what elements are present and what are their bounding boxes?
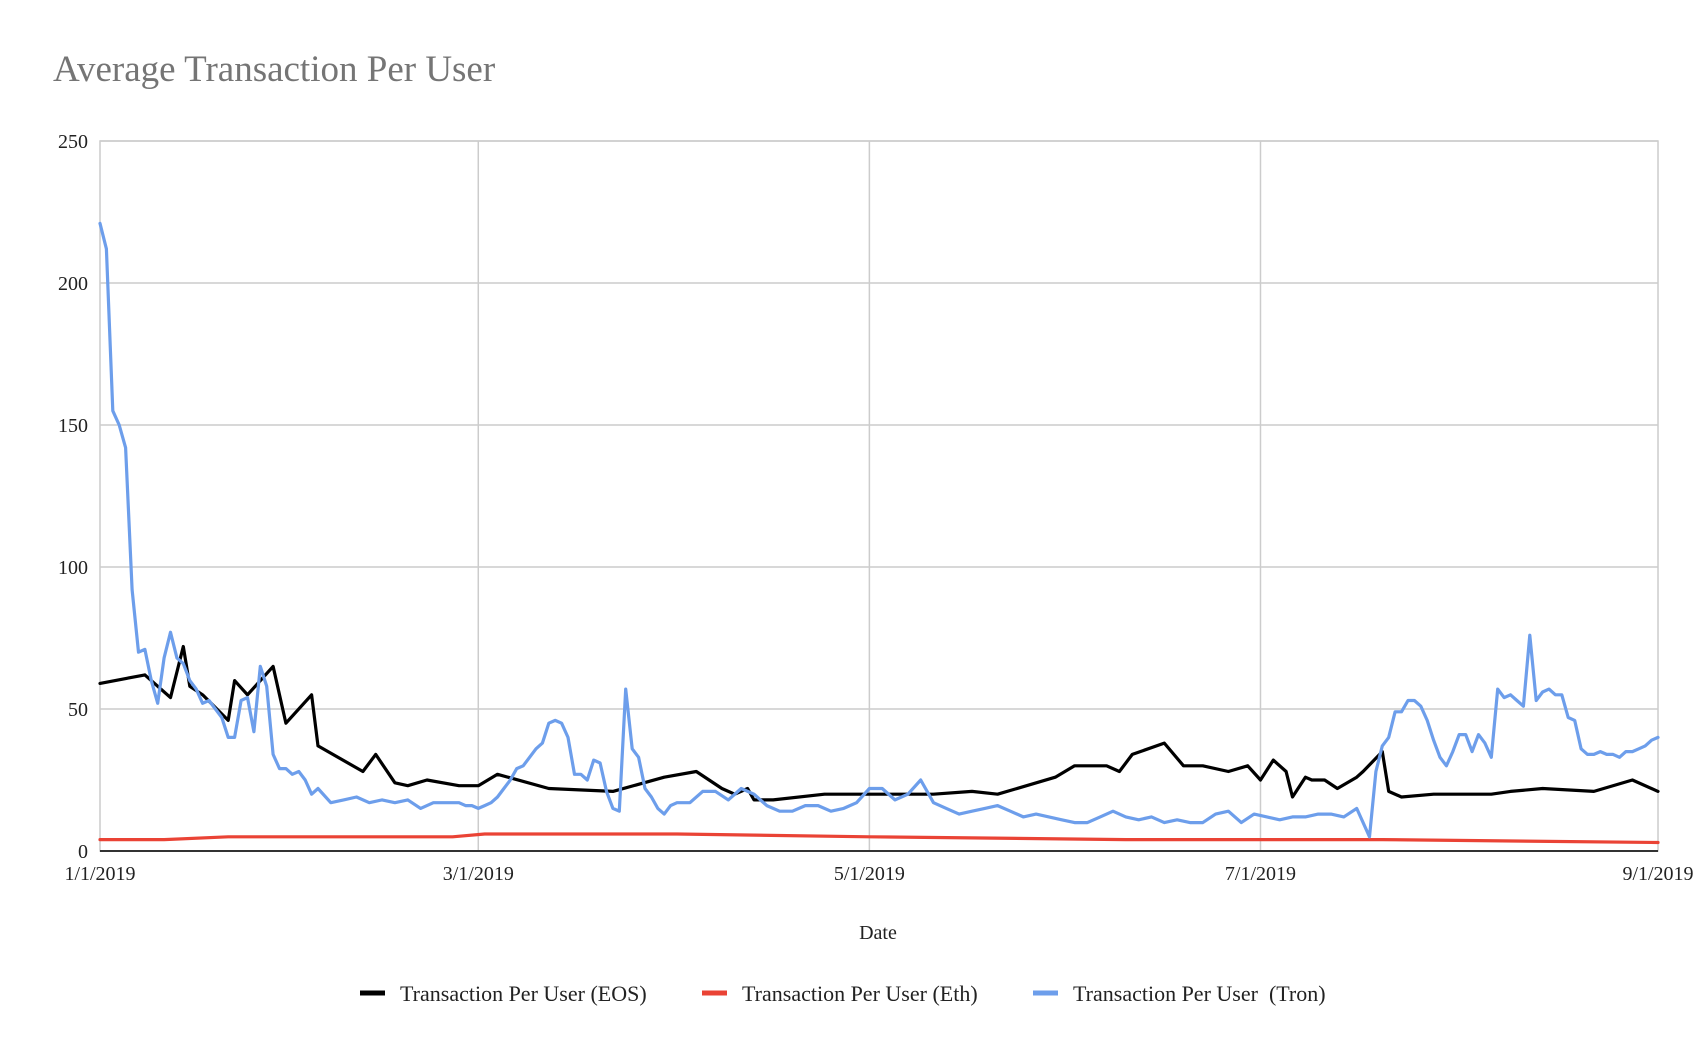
legend: Transaction Per User (EOS) Transaction Pe…	[360, 981, 1326, 1006]
legend-label: Transaction Per User (Tron)	[1073, 981, 1326, 1006]
grid	[99, 140, 1659, 852]
y-tick-label: 150	[58, 415, 88, 437]
series-line-2	[98, 832, 1660, 845]
x-tick-label: 7/1/2019	[1225, 863, 1296, 885]
y-axis-ticks: 0 50 100 150 200 250	[58, 131, 88, 863]
y-tick-label: 200	[58, 273, 88, 295]
x-axis-title: Date	[859, 922, 897, 944]
y-tick-label: 0	[78, 841, 88, 863]
chart-title: Average Transaction Per User	[53, 49, 496, 90]
y-tick-label: 50	[68, 699, 88, 721]
x-tick-label: 9/1/2019	[1622, 863, 1693, 885]
y-tick-label: 100	[58, 557, 88, 579]
y-tick-label: 250	[58, 131, 88, 153]
x-tick-label: 5/1/2019	[834, 863, 905, 885]
legend-label: Transaction Per User (Eth)	[742, 981, 978, 1006]
x-tick-label: 3/1/2019	[443, 863, 514, 885]
legend-label: Transaction Per User (EOS)	[400, 981, 647, 1006]
x-tick-label: 1/1/2019	[64, 863, 135, 885]
series-lines	[98, 221, 1660, 845]
series-line-3	[98, 221, 1660, 839]
series-line-1	[98, 644, 1660, 802]
x-axis-ticks: 1/1/2019 3/1/2019 5/1/2019 7/1/2019 9/1/2019	[64, 863, 1693, 885]
plot-area-border	[99, 140, 1659, 852]
